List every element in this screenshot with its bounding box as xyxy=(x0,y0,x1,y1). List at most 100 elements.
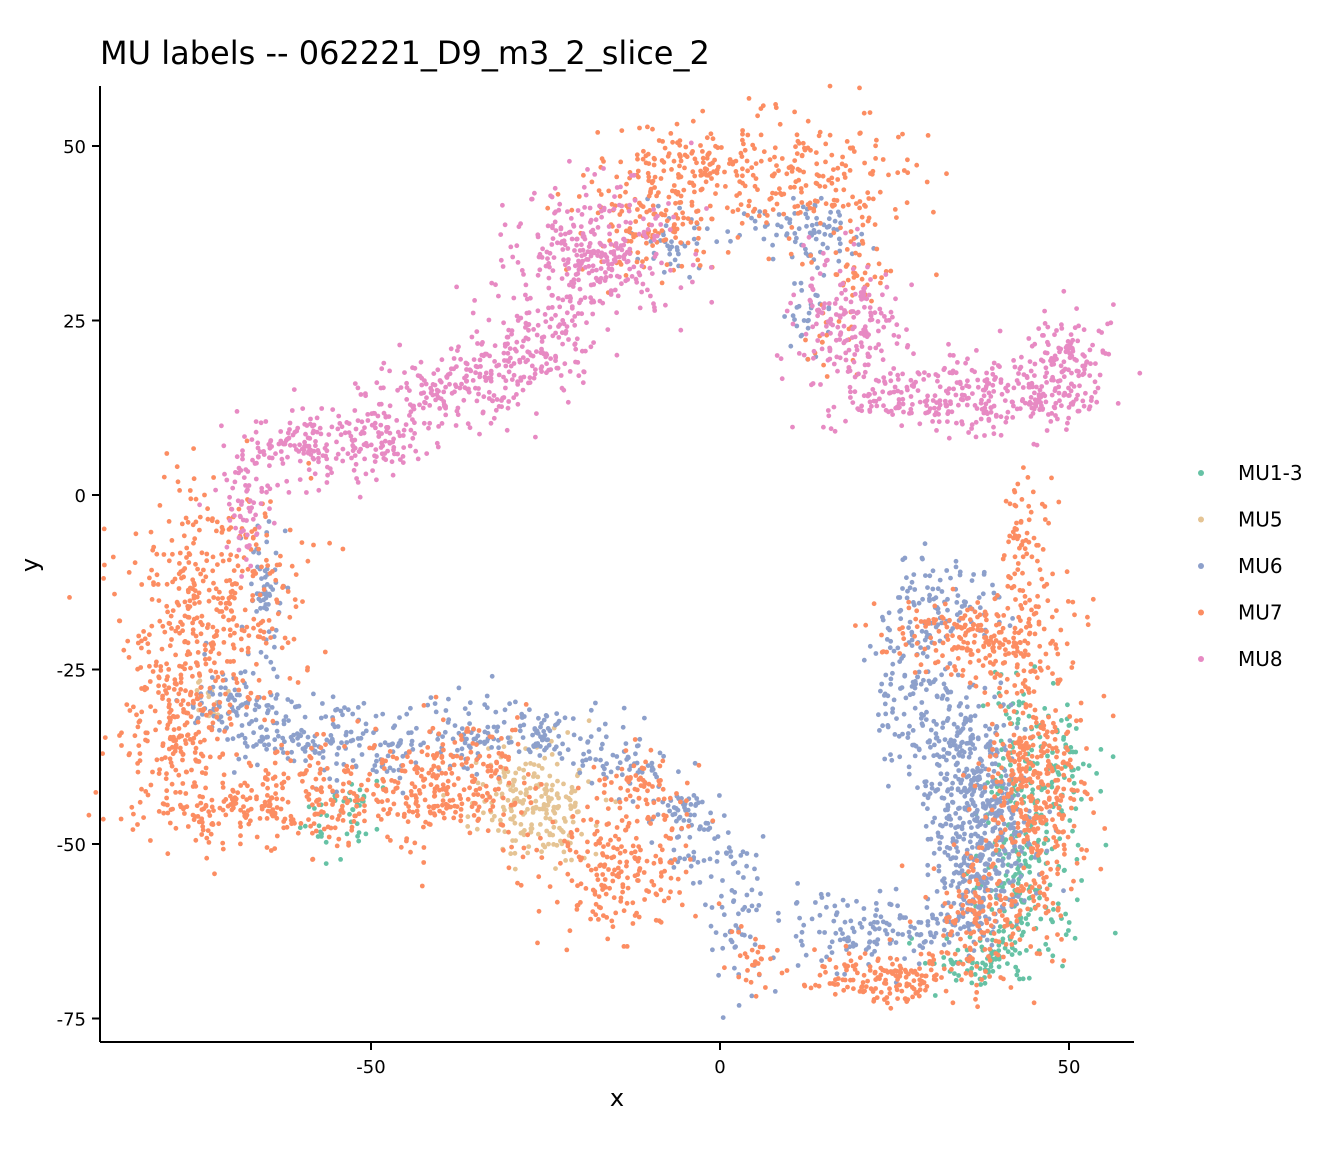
data-point xyxy=(221,626,227,632)
data-point xyxy=(1075,842,1081,848)
data-point xyxy=(652,174,658,180)
data-point xyxy=(914,624,920,630)
data-point xyxy=(677,855,683,861)
data-point xyxy=(1011,831,1017,837)
data-point xyxy=(956,768,962,773)
data-point xyxy=(445,720,451,725)
data-point xyxy=(964,851,970,856)
data-point xyxy=(1055,932,1060,937)
data-point xyxy=(136,633,142,639)
data-point xyxy=(867,643,873,649)
data-point xyxy=(437,787,442,793)
data-point xyxy=(593,841,599,847)
data-point xyxy=(199,550,205,556)
data-point xyxy=(1018,782,1023,788)
data-point xyxy=(820,173,826,179)
data-point xyxy=(142,687,148,693)
data-point xyxy=(984,880,990,886)
data-point xyxy=(954,600,960,605)
data-point xyxy=(620,884,626,890)
data-point xyxy=(263,654,269,660)
data-point xyxy=(1014,690,1020,696)
data-point xyxy=(898,607,904,613)
data-point xyxy=(193,561,198,567)
data-point xyxy=(1072,935,1078,941)
data-point xyxy=(334,789,339,795)
data-point xyxy=(710,818,716,824)
data-point xyxy=(170,806,176,812)
data-point xyxy=(580,763,586,768)
data-point xyxy=(404,795,410,801)
data-point xyxy=(280,585,285,590)
data-point xyxy=(745,168,750,174)
data-point xyxy=(268,659,274,665)
data-point xyxy=(624,863,629,869)
data-point xyxy=(1026,503,1032,509)
data-point xyxy=(1051,720,1056,726)
data-point xyxy=(924,634,930,640)
data-point xyxy=(220,752,226,757)
data-point xyxy=(465,814,471,820)
data-point xyxy=(244,624,250,630)
data-point xyxy=(626,779,631,785)
data-point xyxy=(730,209,736,214)
data-point xyxy=(195,759,201,764)
data-point xyxy=(746,96,752,101)
data-point xyxy=(972,972,978,977)
data-point xyxy=(315,834,321,839)
data-point xyxy=(182,666,188,672)
data-point xyxy=(565,843,571,849)
data-point xyxy=(266,591,272,597)
data-point xyxy=(520,854,526,860)
data-point xyxy=(1022,546,1028,552)
data-point xyxy=(833,250,839,256)
data-point xyxy=(964,766,969,772)
data-point xyxy=(206,809,212,815)
data-point xyxy=(220,595,225,601)
data-point xyxy=(723,184,728,189)
data-point xyxy=(881,693,887,698)
data-point xyxy=(950,633,955,639)
data-point xyxy=(1037,895,1042,901)
data-point xyxy=(794,132,800,138)
data-point xyxy=(1000,625,1006,631)
data-point xyxy=(501,719,507,725)
data-point xyxy=(632,855,638,860)
data-point xyxy=(805,325,811,331)
data-point xyxy=(1052,724,1058,730)
data-point xyxy=(839,161,845,167)
data-point xyxy=(242,735,248,741)
data-point xyxy=(436,731,442,737)
data-point xyxy=(921,677,926,683)
data-point xyxy=(984,937,990,943)
data-point xyxy=(441,792,446,798)
data-point xyxy=(987,743,993,748)
data-point xyxy=(1065,702,1070,708)
data-point xyxy=(172,576,178,582)
data-point xyxy=(635,156,640,162)
data-point xyxy=(961,856,967,862)
data-point xyxy=(370,767,376,773)
data-point xyxy=(190,631,196,636)
data-point xyxy=(269,809,275,815)
data-point xyxy=(956,870,962,876)
data-point xyxy=(802,145,807,151)
data-point xyxy=(939,589,945,594)
data-point xyxy=(421,845,427,850)
data-point xyxy=(983,838,989,843)
data-point xyxy=(609,918,615,924)
data-point xyxy=(907,940,912,946)
data-point xyxy=(659,280,665,286)
data-point xyxy=(183,791,189,796)
data-point xyxy=(136,719,142,725)
data-point xyxy=(905,588,910,594)
data-point xyxy=(252,707,258,713)
data-point xyxy=(1017,844,1023,850)
data-point xyxy=(199,816,205,822)
data-point xyxy=(740,180,745,186)
data-point xyxy=(972,713,978,719)
data-point xyxy=(786,236,792,242)
data-point xyxy=(289,737,295,743)
data-point xyxy=(231,770,237,775)
data-point xyxy=(1003,773,1009,779)
